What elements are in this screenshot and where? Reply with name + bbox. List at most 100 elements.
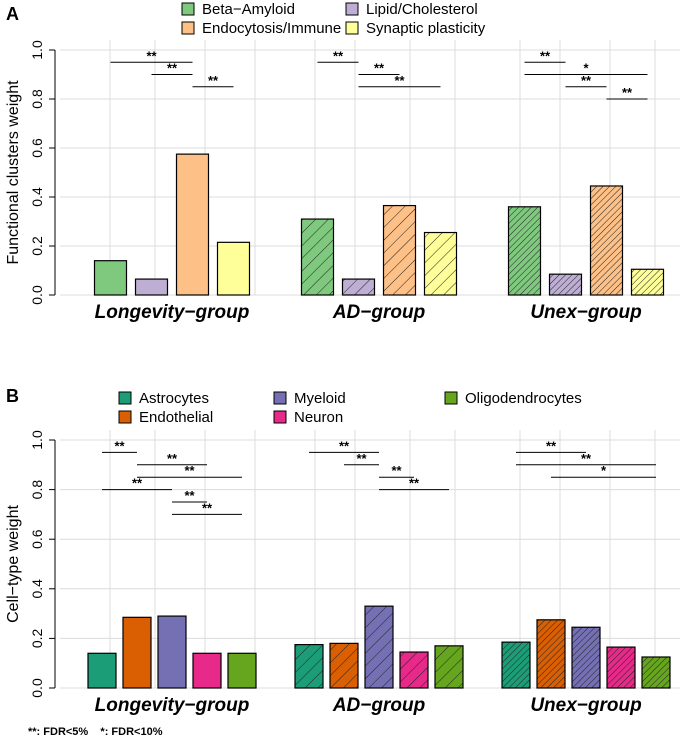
legend-swatch [444, 391, 458, 405]
bar-hatch [424, 232, 457, 295]
y-axis-title: Cell−type weight [5, 505, 22, 623]
y-tick-label: 0.0 [29, 285, 45, 305]
significance-label: ** [208, 73, 219, 88]
significance-label: ** [184, 463, 195, 478]
y-tick-label: 0.8 [29, 480, 45, 500]
bar-hatch [383, 205, 416, 295]
significance-label: ** [333, 48, 344, 63]
bar-outline [589, 185, 624, 296]
y-tick-label: 0.6 [29, 138, 45, 158]
bar-outline [134, 278, 169, 296]
bar-outline [606, 646, 636, 689]
legend-swatch [181, 21, 195, 35]
significance-label: ** [581, 451, 592, 466]
bar-outline [294, 643, 324, 689]
y-tick-label: 0.0 [29, 678, 45, 698]
y-tick-label: 1.0 [29, 40, 45, 60]
significance-brackets: ************************* [102, 438, 656, 515]
legend-label: Endocytosis/Immune [202, 20, 341, 37]
bar-outline [157, 615, 187, 689]
legend-label: Neuron [294, 409, 343, 426]
bar-outline [434, 645, 464, 689]
grid [60, 430, 680, 689]
bar [176, 154, 209, 295]
legend-swatch [181, 2, 195, 16]
y-axis: 0.0 0.2 0.4 0.6 0.8 1.0 Functional clusters we… [5, 40, 56, 305]
y-tick-label: 0.2 [29, 236, 45, 256]
legend-label: Endothelial [139, 409, 213, 426]
bar-hatch [301, 219, 334, 295]
y-tick-label: 0.6 [29, 529, 45, 549]
bar [94, 260, 127, 295]
bar-hatch [435, 645, 463, 688]
bar-outline [536, 619, 566, 689]
bar-outline [382, 204, 417, 296]
significance-footnote: **: FDR<5% *: FDR<10% [28, 726, 163, 738]
significance-label: * [601, 463, 607, 478]
legend-swatch [118, 391, 132, 405]
significance-label: ** [146, 48, 157, 63]
bar [193, 653, 221, 688]
legend-swatch [345, 21, 359, 35]
bar-hatch [572, 627, 600, 688]
bar [158, 616, 186, 688]
y-tick-label: 0.4 [29, 579, 45, 599]
bar-outline [399, 651, 429, 689]
legend-swatch [273, 410, 287, 424]
bar [217, 242, 250, 295]
significance-label: ** [339, 438, 350, 453]
y-tick-label: 0.2 [29, 628, 45, 648]
category-label: Unex−group [530, 302, 641, 323]
legend-label: Lipid/Cholesterol [366, 1, 478, 18]
legend: Beta−Amyloid Endocytosis/Immune Lipid/Chol… [181, 1, 486, 37]
legend-swatch [118, 410, 132, 424]
significance-brackets: ******************* [110, 48, 648, 100]
panel-b: 0.0 0.2 0.4 0.6 0.8 1.0 Cell−type weight B Longe… [5, 386, 680, 716]
significance-label: ** [540, 48, 551, 63]
bar-outline [87, 652, 117, 689]
significance-label: ** [114, 438, 125, 453]
significance-label: ** [202, 500, 213, 515]
bar-outline [641, 656, 671, 689]
legend-swatch [273, 391, 287, 405]
significance-label: ** [132, 476, 143, 491]
bar-outline [364, 605, 394, 689]
y-axis: 0.0 0.2 0.4 0.6 0.8 1.0 Cell−type weight [5, 430, 56, 698]
y-tick-label: 0.8 [29, 89, 45, 109]
significance-label: ** [167, 451, 178, 466]
bar-outline [501, 641, 531, 689]
bar-hatch [342, 279, 375, 295]
bar-outline [175, 153, 210, 296]
bar-outline [341, 278, 376, 296]
bar-hatch [502, 642, 530, 688]
bar-outline [300, 218, 335, 296]
significance-label: ** [394, 73, 405, 88]
y-tick-label: 1.0 [29, 430, 45, 450]
significance-label: * [583, 61, 589, 76]
bar-hatch [537, 619, 565, 688]
bar-hatch [590, 185, 623, 295]
legend-label: Astrocytes [139, 390, 209, 407]
panel-label: B [6, 386, 19, 406]
legend-swatch [345, 2, 359, 16]
bar-outline [630, 268, 665, 296]
legend-label: Synaptic plasticity [366, 20, 486, 37]
bars [87, 605, 671, 689]
bar [135, 279, 168, 295]
bar-outline [423, 231, 458, 296]
bar [123, 617, 151, 688]
legend: Astrocytes Endothelial Myeloid Neuron Oligod… [118, 390, 582, 426]
bar-hatch [607, 647, 635, 688]
bars [93, 153, 665, 296]
y-axis-title: Functional clusters weight [5, 80, 22, 265]
category-label: AD−group [332, 302, 425, 323]
category-label: Unex−group [530, 695, 641, 716]
legend-label: Myeloid [294, 390, 346, 407]
panel-label: A [6, 4, 19, 24]
bar-outline [192, 652, 222, 689]
bar-outline [329, 642, 359, 689]
significance-label: ** [409, 476, 420, 491]
bar [228, 653, 256, 688]
legend-label: Beta−Amyloid [202, 1, 295, 18]
